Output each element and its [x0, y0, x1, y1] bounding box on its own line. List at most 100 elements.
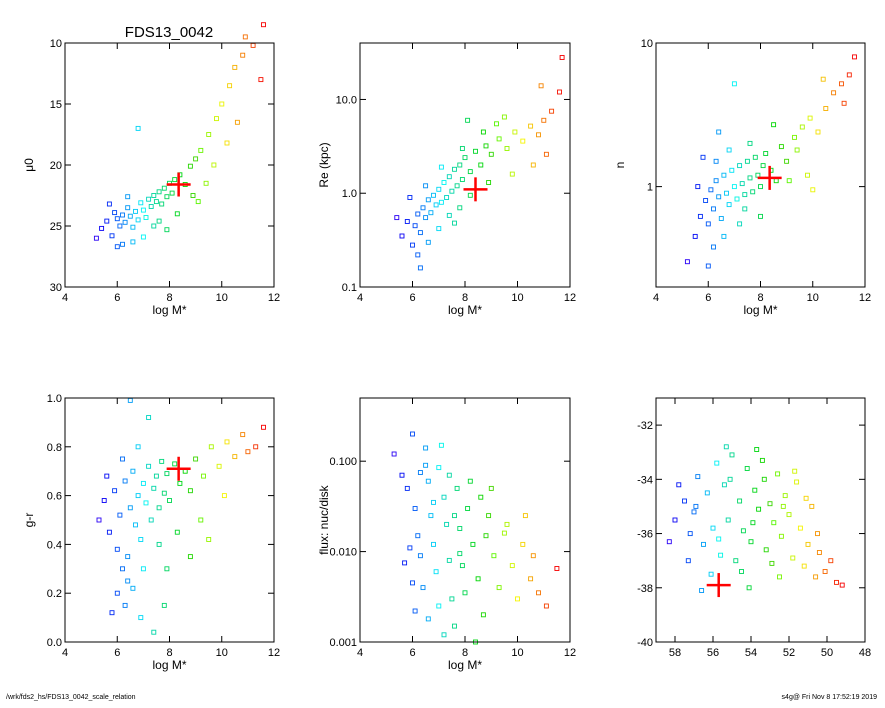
data-point — [459, 177, 465, 182]
data-point — [258, 77, 264, 83]
data-point — [423, 445, 429, 451]
data-point — [756, 506, 762, 512]
data-point — [404, 219, 410, 224]
data-point — [224, 439, 230, 445]
data-point — [125, 554, 131, 560]
data-point — [782, 493, 788, 499]
data-point — [692, 233, 698, 239]
data-point — [187, 163, 193, 169]
y-tick-label: -32 — [637, 420, 653, 432]
data-point — [666, 539, 672, 545]
data-point — [452, 623, 457, 629]
data-point — [138, 200, 144, 206]
data-point — [828, 558, 834, 564]
data-point — [428, 513, 434, 519]
y-tick-label: -34 — [637, 474, 653, 486]
data-point — [716, 536, 722, 542]
data-point — [415, 533, 421, 539]
plot-frame — [655, 397, 866, 643]
data-point — [399, 233, 405, 239]
data-point — [536, 132, 541, 138]
y-axis-label: Re (kpc) — [317, 142, 331, 187]
data-point — [805, 541, 811, 547]
data-point — [699, 588, 705, 593]
data-point — [457, 205, 463, 211]
data-point — [792, 134, 797, 140]
data-point — [436, 465, 442, 471]
x-axis-label: log M* — [152, 658, 186, 672]
data-point — [705, 263, 711, 269]
data-point — [402, 560, 408, 566]
data-point — [151, 193, 157, 198]
x-tick-label: 10 — [511, 647, 523, 659]
data-point — [201, 473, 206, 479]
data-point — [441, 494, 447, 500]
data-point — [410, 242, 415, 248]
data-point — [177, 480, 183, 486]
data-point — [733, 558, 739, 564]
data-point — [512, 129, 518, 135]
data-point — [195, 199, 201, 205]
x-tick-label: 6 — [705, 292, 711, 304]
data-point — [187, 554, 193, 560]
data-point — [127, 505, 133, 511]
data-point — [133, 522, 138, 528]
data-point — [423, 462, 429, 468]
data-point — [122, 478, 128, 484]
data-point — [104, 473, 110, 479]
x-tick-label: 6 — [409, 647, 415, 659]
panel-6: 58 56 54 52 50 48 -40 -38 -36 -34 -32 — [637, 397, 871, 659]
data-point — [813, 574, 819, 580]
data-point — [763, 151, 769, 156]
data-point — [721, 233, 727, 239]
data-point — [801, 563, 807, 569]
data-point — [496, 585, 502, 591]
data-point — [704, 490, 710, 496]
data-point — [731, 184, 737, 190]
data-point — [457, 526, 463, 531]
data-point — [846, 72, 852, 78]
data-point — [682, 498, 687, 504]
data-point — [172, 461, 178, 467]
data-point — [164, 194, 170, 200]
data-point — [198, 517, 204, 523]
data-point — [711, 206, 716, 212]
data-point — [676, 482, 682, 488]
data-point — [742, 206, 748, 212]
data-point — [120, 212, 125, 218]
data-point — [794, 147, 800, 153]
panel-3: 4 6 8 10 12 1 10 log M* n — [613, 38, 871, 317]
figure-title: FDS13_0042 — [125, 24, 213, 41]
x-tick-label: 6 — [409, 292, 415, 304]
data-point — [423, 183, 429, 189]
y-tick-label: 1.0 — [47, 393, 62, 405]
data-point — [488, 485, 494, 491]
data-point — [143, 500, 149, 506]
data-point — [501, 114, 507, 120]
data-point — [685, 558, 691, 564]
data-point — [214, 116, 219, 122]
data-point — [684, 259, 690, 265]
data-point — [446, 472, 452, 478]
y-tick-label: 30 — [50, 282, 62, 294]
x-tick-label: 12 — [564, 647, 576, 659]
data-point — [467, 192, 473, 198]
data-point — [122, 602, 128, 608]
data-point — [797, 525, 803, 531]
data-point — [169, 190, 175, 196]
x-tick-label: 12 — [268, 647, 280, 659]
data-point — [710, 525, 716, 531]
data-point — [750, 520, 756, 526]
data-point — [420, 585, 426, 591]
data-point — [729, 452, 735, 458]
data-point — [790, 555, 796, 561]
data-point — [436, 186, 442, 192]
y-tick-label: 1 — [647, 182, 653, 194]
x-tick-label: 6 — [114, 292, 120, 304]
data-point — [140, 480, 146, 486]
data-point — [769, 560, 775, 566]
data-point — [156, 541, 162, 547]
x-tick-label: 52 — [783, 647, 795, 659]
data-point — [488, 151, 494, 157]
